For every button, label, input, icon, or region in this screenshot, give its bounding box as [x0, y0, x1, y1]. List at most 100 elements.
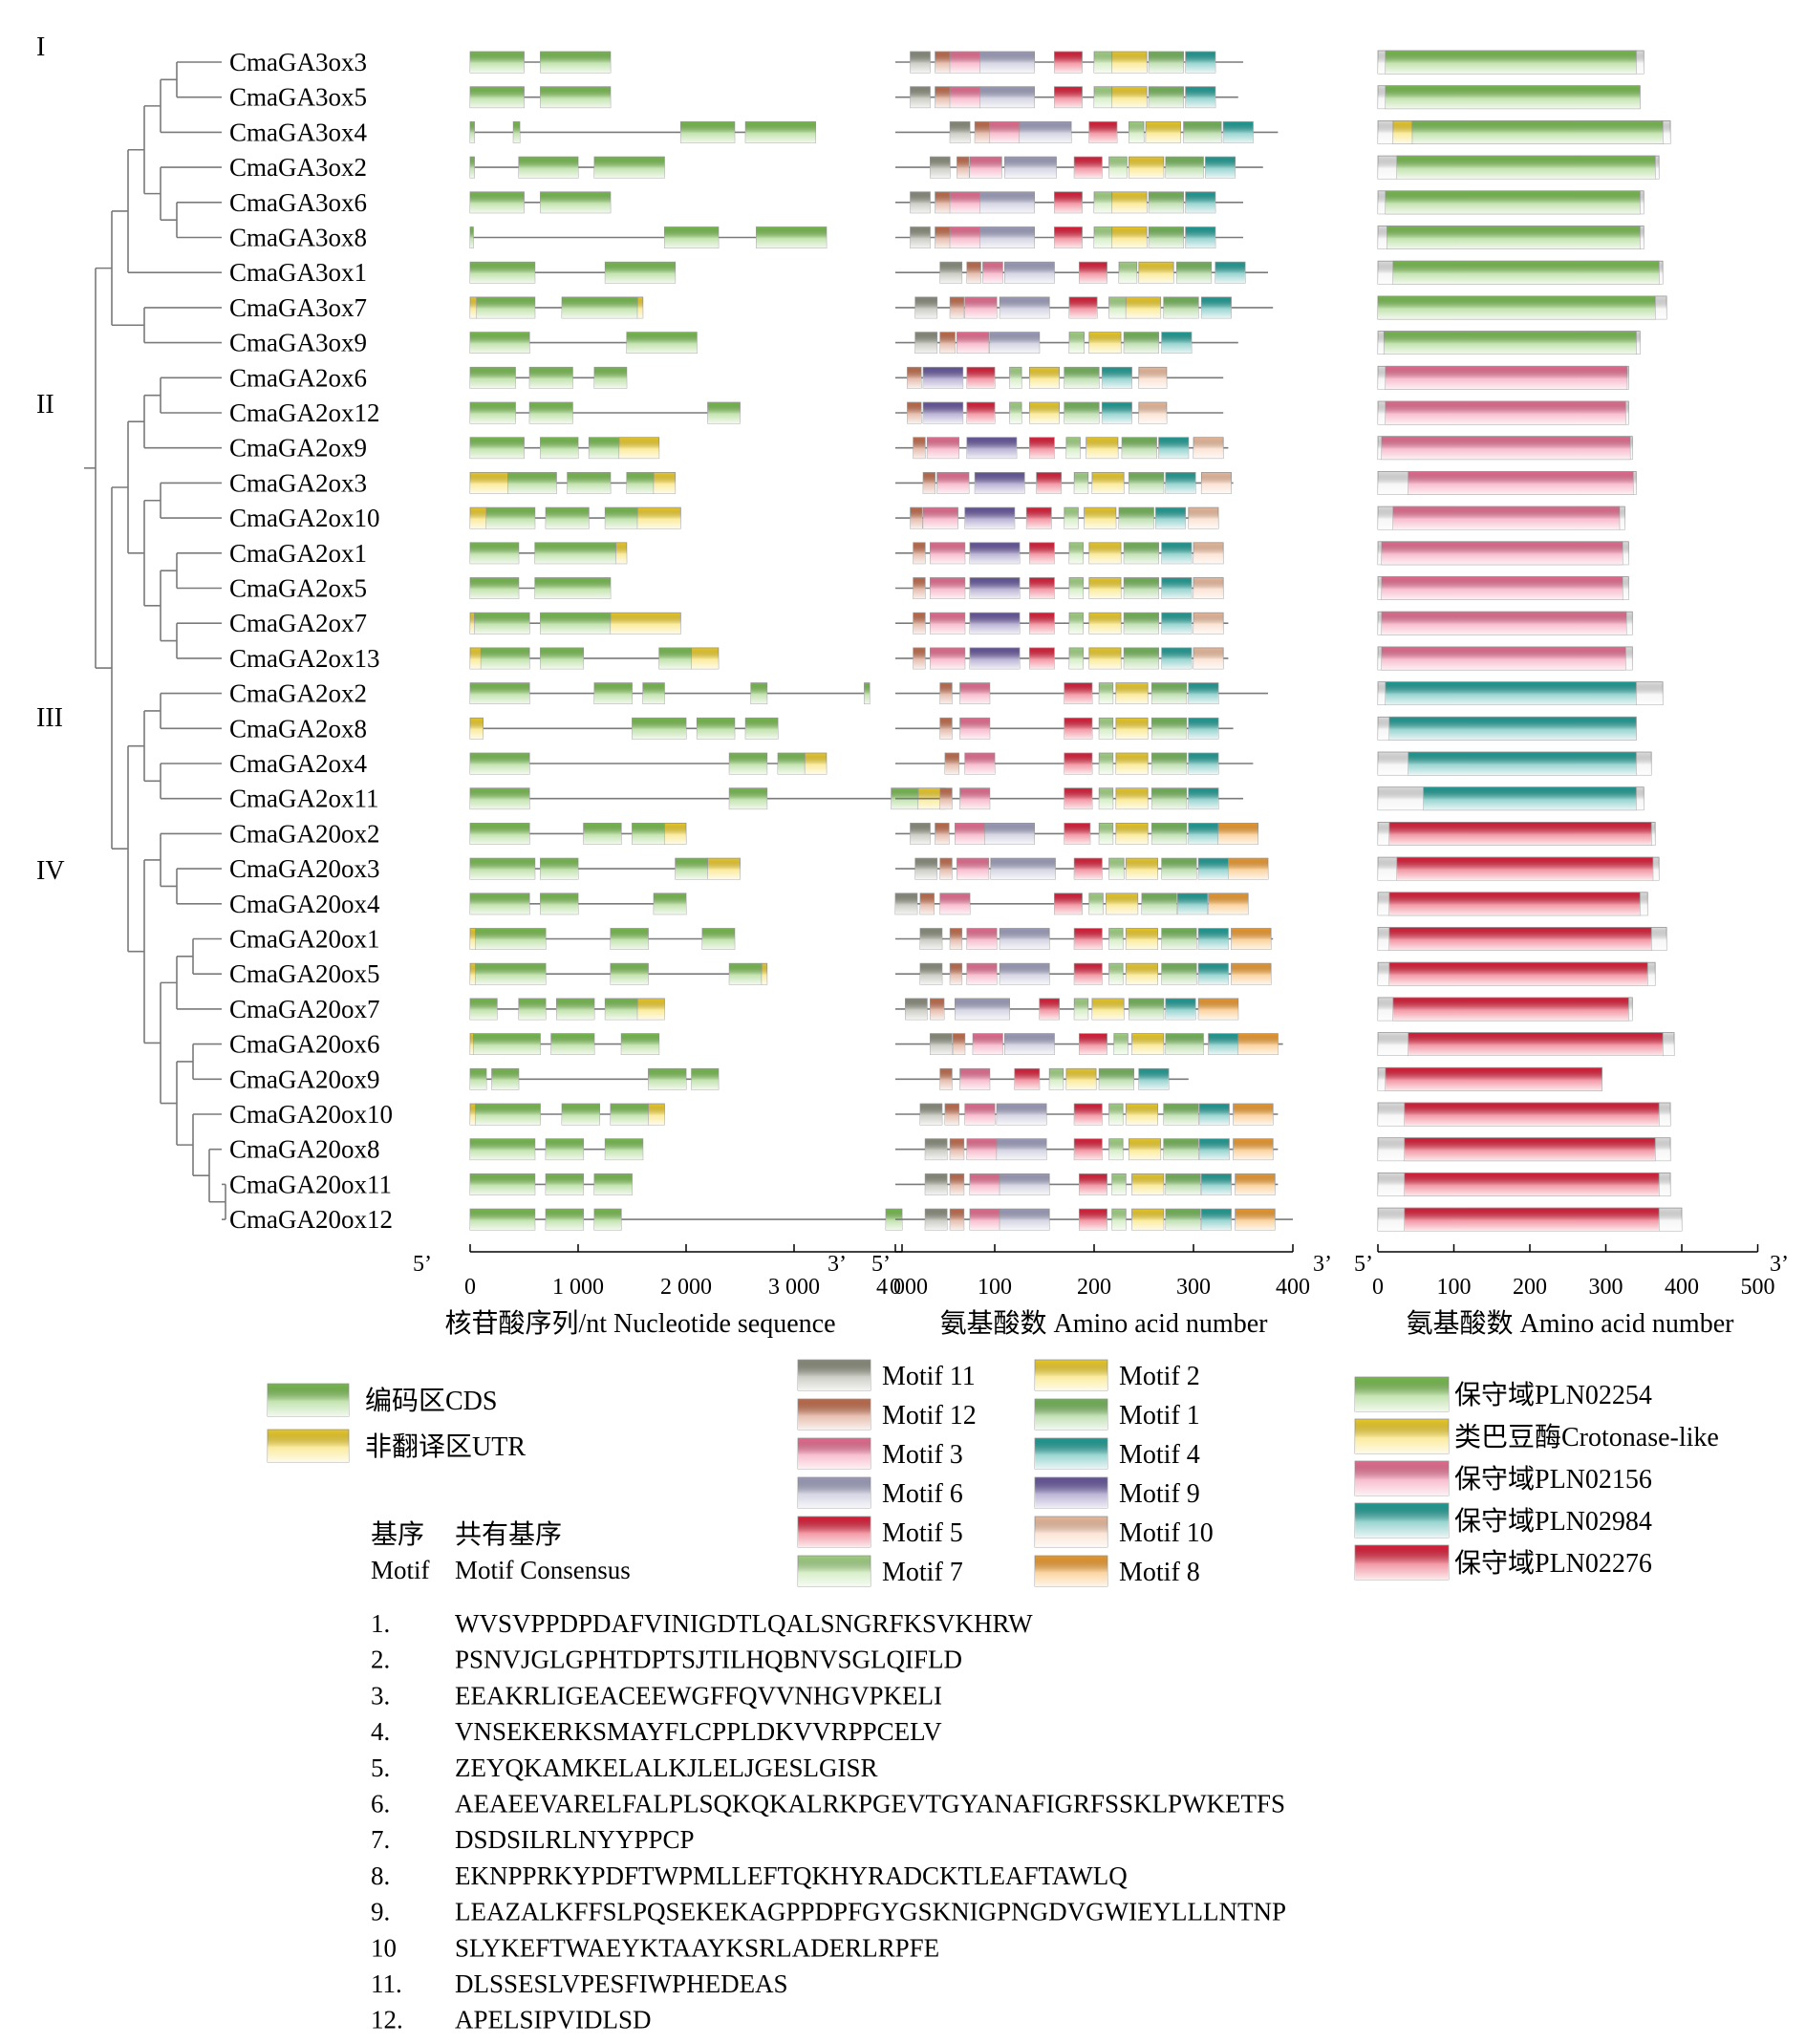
- motif-12-block-shade: [913, 647, 926, 669]
- motif-5-block-shade: [1074, 928, 1103, 950]
- gene-name: CmaGA20ox2: [229, 819, 380, 848]
- domain-row: [1377, 716, 1637, 741]
- motif-5-block-shade: [1036, 472, 1062, 494]
- motif-5-block-shade: [1026, 507, 1052, 529]
- motif-7-block-shade: [1099, 718, 1113, 740]
- motif-6-block-shade: [955, 998, 1010, 1020]
- utr-block-shade: [610, 613, 681, 635]
- motif-12-block-shade: [950, 1138, 964, 1160]
- motif-5-block-shade: [1088, 121, 1117, 143]
- motif-1-block-shade: [1151, 682, 1187, 704]
- motif-2-block-shade: [1129, 157, 1164, 179]
- cds-block-shade: [481, 647, 530, 669]
- motif-2-block-shade: [1088, 332, 1122, 354]
- motif-6-block-shade: [1004, 157, 1057, 179]
- gene-structure-row: [469, 928, 736, 950]
- motif-4-block-shade: [1177, 893, 1208, 914]
- cds-block-shade: [470, 121, 475, 143]
- motif-9-block-shade: [964, 507, 1015, 529]
- cds-block-shade: [546, 1173, 584, 1195]
- domain-block-shade: [1392, 261, 1660, 285]
- motif-6-block-shade: [997, 1138, 1047, 1160]
- motif-7-block-shade: [1099, 787, 1113, 809]
- motif-7-block-shade: [1094, 191, 1112, 213]
- motif-11-block-shade: [914, 332, 937, 354]
- motif-12-block-shade: [920, 893, 935, 914]
- motif-12-block-shade: [930, 998, 944, 1020]
- motif-5-block-shade: [1074, 1138, 1103, 1160]
- cds-block-shade: [593, 682, 633, 704]
- legend-label: Motif 6: [882, 1479, 963, 1509]
- motif-number: 10: [371, 1933, 397, 1962]
- motif-4-block-shade: [1161, 647, 1192, 669]
- domain-row: [1377, 1137, 1671, 1162]
- table-header-motif-zh: 基序: [371, 1519, 424, 1550]
- cds-block-shade: [518, 998, 547, 1020]
- motif-5-block-shade: [1029, 577, 1055, 599]
- axis-c-tick-label: 0: [1372, 1275, 1384, 1300]
- cds-block-shade: [470, 998, 498, 1020]
- domain-row: [1377, 822, 1656, 846]
- cds-block-shade: [470, 787, 530, 809]
- motif-1-block-shade: [1129, 998, 1164, 1020]
- motif-3-block-shade: [970, 157, 1002, 179]
- cds-block-shade: [750, 682, 767, 704]
- axis-c-3prime: 3’: [1770, 1252, 1789, 1277]
- motif-3-block-shade: [950, 191, 980, 213]
- motif-row: [895, 51, 1243, 74]
- domain-row: [1377, 681, 1664, 705]
- legend-swatch-shade: [1355, 1461, 1449, 1495]
- axis-b-5prime: 5’: [871, 1252, 891, 1277]
- motif-11-block-shade: [939, 262, 962, 284]
- motif-7-block-shade: [1069, 577, 1084, 599]
- motif-2-block-shade: [1111, 86, 1148, 108]
- cds-block-shade: [470, 332, 530, 354]
- motif-row: [895, 401, 1224, 424]
- gene-name: CmaGA20ox8: [229, 1135, 380, 1164]
- motif-2-block-shade: [1138, 262, 1174, 284]
- legend-label: 保守域PLN02254: [1454, 1380, 1652, 1410]
- cds-block-shade: [470, 893, 530, 914]
- amino-acid-axis-motif: 5’ 3’ 氨基酸数 Amino acid number 0 100 200 300 4…: [871, 1244, 1332, 1339]
- cds-block-shade: [593, 1173, 633, 1195]
- cds-block-shade: [697, 718, 735, 740]
- nucleotide-axis: 5’ 3’ 核苷酸序列/nt Nucleotide sequence 0 1 00…: [413, 1244, 928, 1339]
- motif-2-block-shade: [1115, 823, 1149, 845]
- cds-block-shade: [593, 157, 665, 179]
- cds-block-shade: [529, 367, 573, 389]
- motif-5-block-shade: [1064, 787, 1092, 809]
- motif-4-block-shade: [1205, 157, 1236, 179]
- motif-7-block-shade: [1069, 647, 1084, 669]
- gene-structure-row: [469, 437, 660, 460]
- motif-5-block-shade: [1054, 52, 1083, 73]
- gene-name: CmaGA2ox6: [229, 363, 367, 392]
- motif-number: 1.: [371, 1609, 390, 1638]
- domain-panel: [1377, 50, 1683, 1232]
- motif-panel: [894, 51, 1293, 1231]
- motif-12-block-shade: [935, 52, 951, 73]
- cds-block-shade: [470, 858, 535, 880]
- motif-3-block-shade: [950, 52, 980, 73]
- cds-block-shade: [470, 542, 519, 564]
- gene-name: CmaGA20ox6: [229, 1030, 380, 1059]
- axis-b-label: 氨基酸数 Amino acid number: [940, 1308, 1269, 1339]
- motif-12-block-shade: [950, 928, 962, 950]
- motif-1-block-shade: [1149, 191, 1184, 213]
- cds-block-shade: [550, 1033, 594, 1055]
- motif-5-block-shade: [1074, 858, 1103, 880]
- cds-block-shade: [654, 893, 686, 914]
- motif-4-block-shade: [1158, 437, 1189, 459]
- gene-structure-row: [469, 506, 681, 529]
- motif-7-block-shade: [1088, 893, 1104, 914]
- motif-consensus: EEAKRLIGEACEEWGFFQVVNHGVPKELI: [455, 1681, 942, 1710]
- domain-row: [1377, 1102, 1671, 1127]
- motif-3-block-shade: [970, 1173, 1000, 1195]
- motif-row: [895, 471, 1234, 494]
- cds-block-shade: [470, 753, 530, 774]
- cds-block-shade: [513, 121, 520, 143]
- cds-block-shade: [632, 823, 665, 845]
- gene-name: CmaGA3ox9: [229, 329, 367, 357]
- motif-11-block-shade: [930, 157, 951, 179]
- gene-structure-row: [469, 366, 628, 389]
- motif-11-block-shade: [910, 226, 931, 248]
